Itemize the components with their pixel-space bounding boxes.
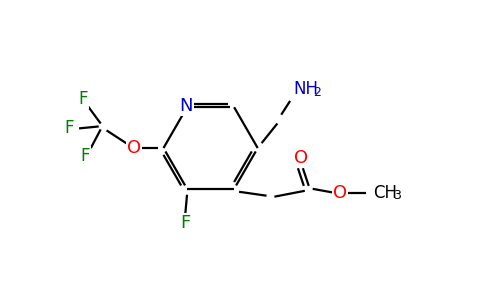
Text: F: F xyxy=(80,147,90,165)
Text: CH: CH xyxy=(374,184,397,202)
Text: F: F xyxy=(64,119,74,137)
Text: N: N xyxy=(179,97,193,115)
Text: 2: 2 xyxy=(313,85,320,99)
Text: O: O xyxy=(127,139,141,157)
Text: 3: 3 xyxy=(393,189,401,202)
Text: O: O xyxy=(294,149,308,167)
Text: O: O xyxy=(333,184,347,202)
Text: F: F xyxy=(180,214,190,232)
Text: F: F xyxy=(78,90,88,108)
Text: NH: NH xyxy=(293,80,318,98)
